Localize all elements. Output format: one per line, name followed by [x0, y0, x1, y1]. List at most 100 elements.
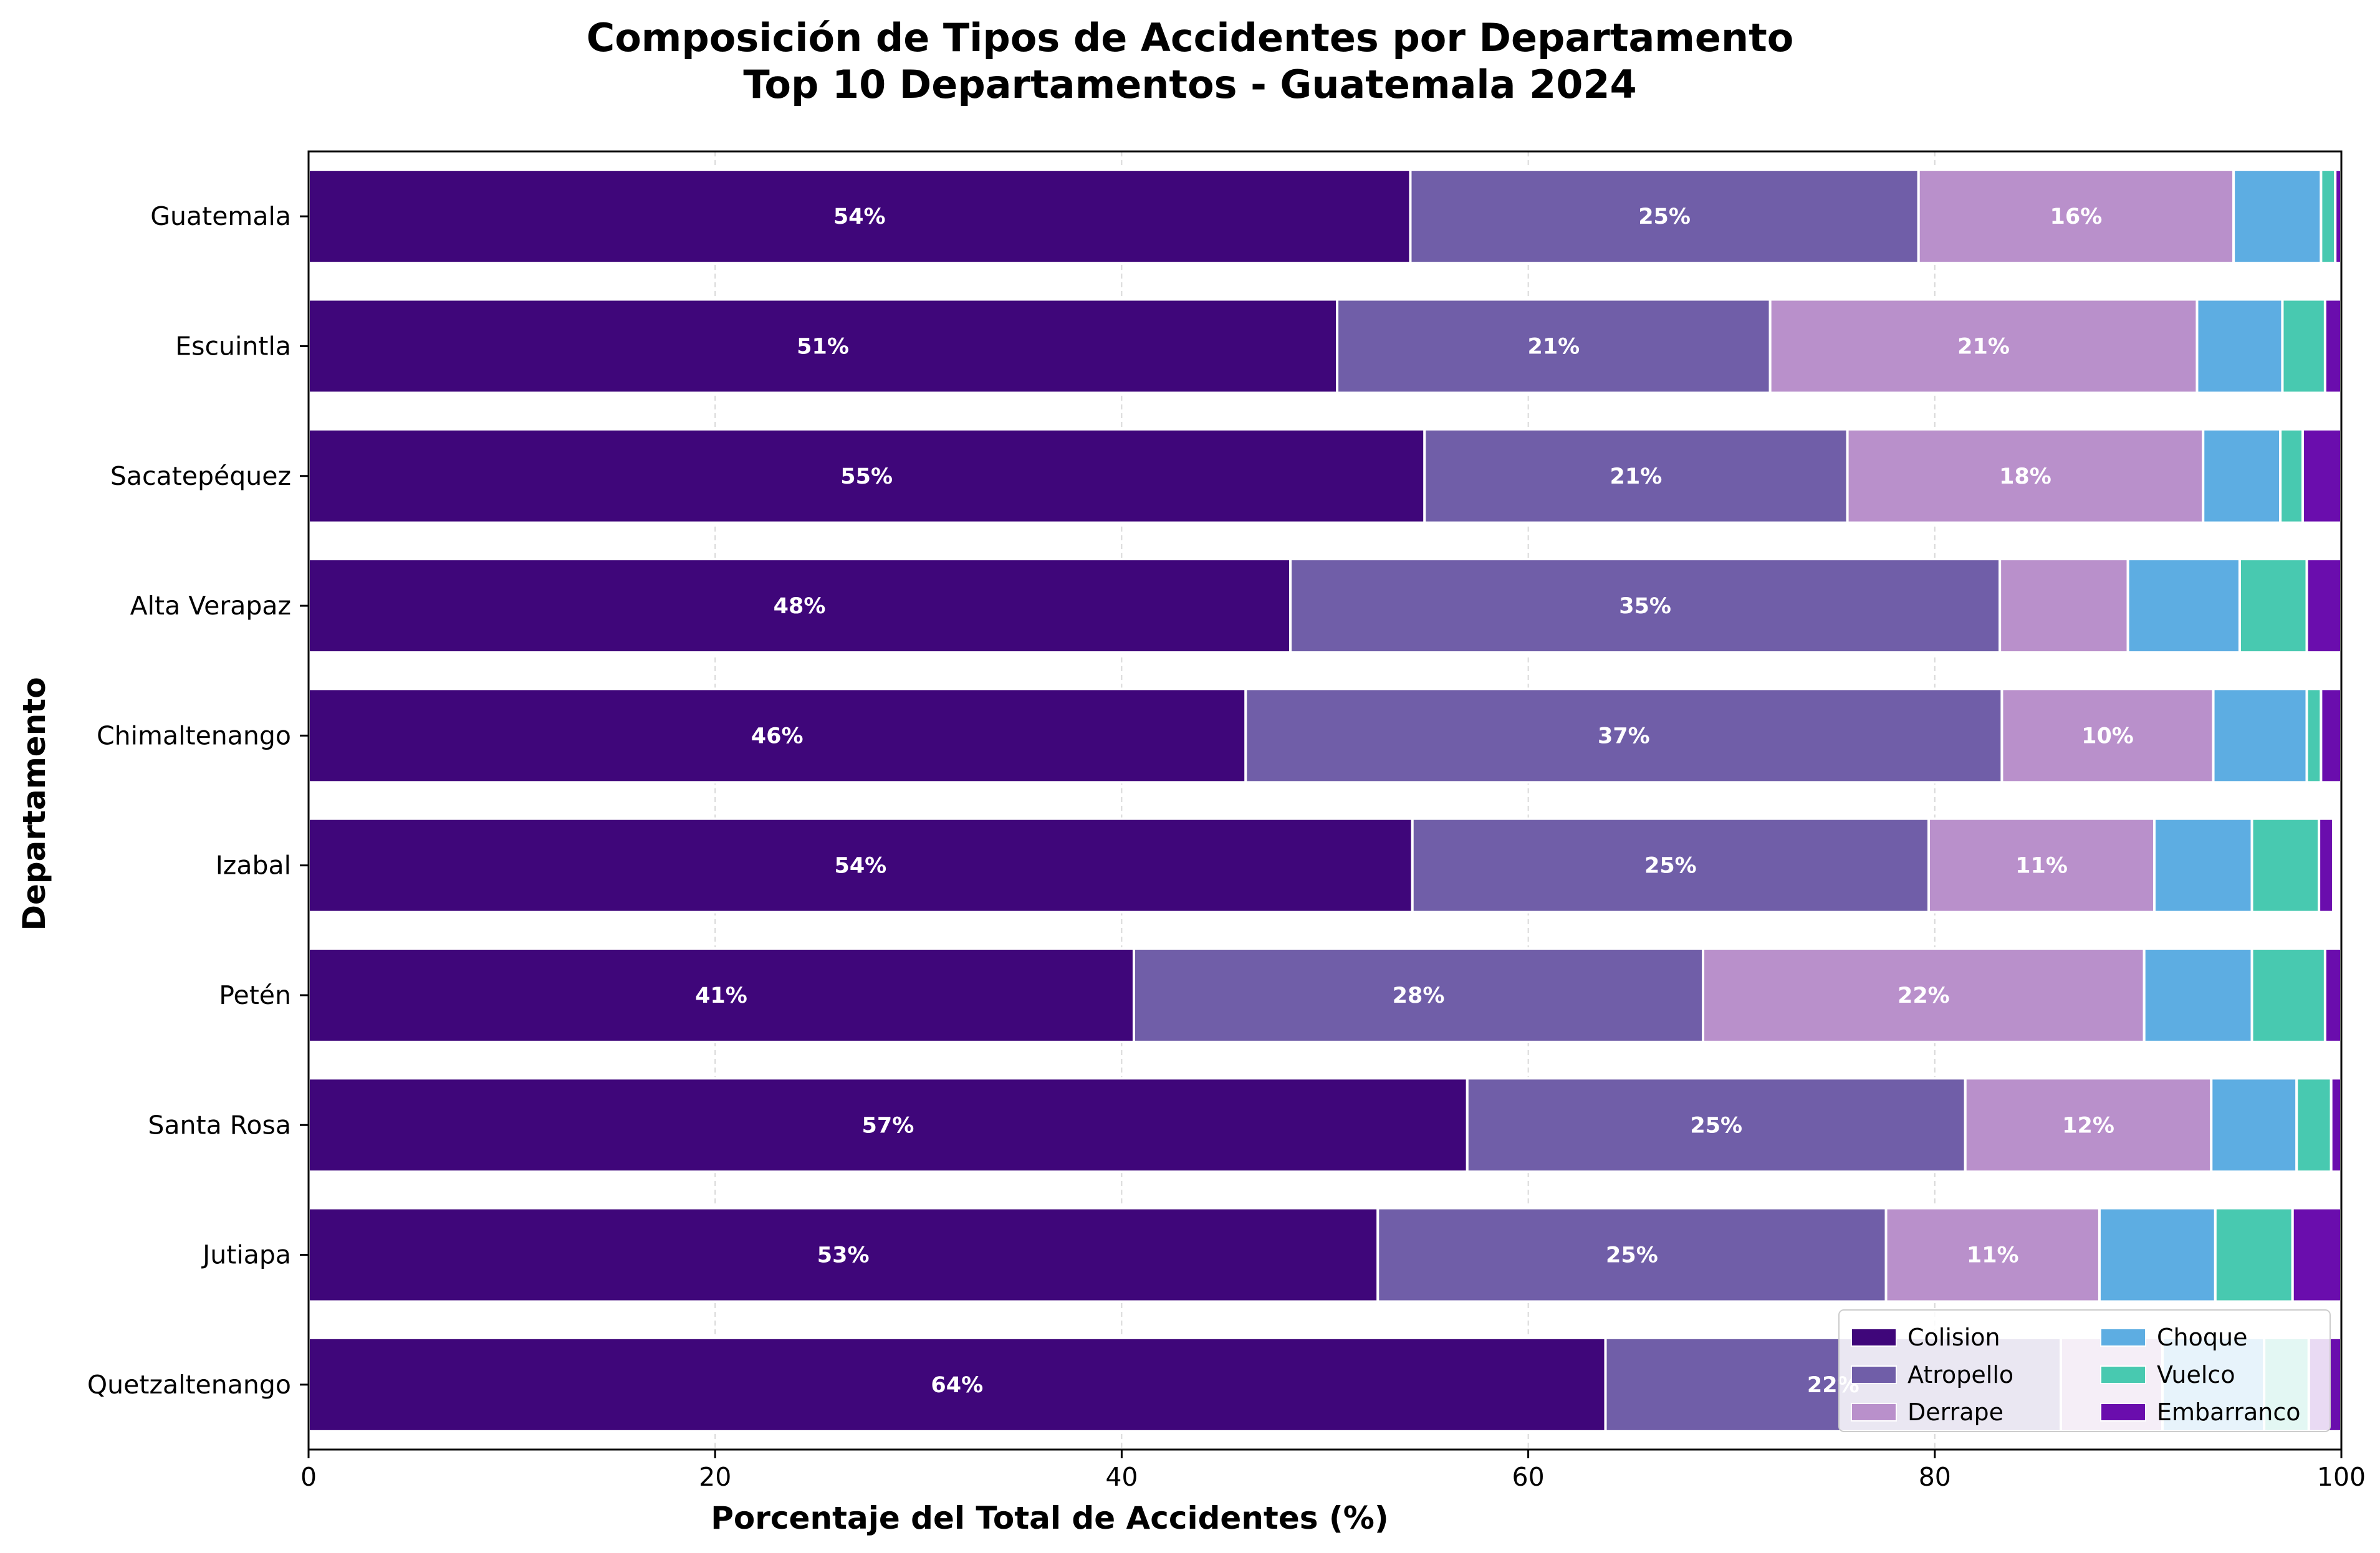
- x-axis-label: Porcentaje del Total de Accidentes (%): [711, 1500, 1388, 1536]
- bar-segment: [2000, 687, 2215, 784]
- legend-entry-label: Derrape: [1907, 1398, 2003, 1426]
- bar-value-label: 10%: [2081, 724, 2134, 748]
- bar-value-label: 25%: [1606, 1243, 1658, 1268]
- bar-segment: [2320, 687, 2343, 784]
- bar-value-label: 16%: [2050, 204, 2103, 229]
- bar-segment: [1466, 1077, 1967, 1173]
- bar-segment: [1244, 687, 2003, 784]
- legend-swatch: [2100, 1365, 2146, 1384]
- x-tick-label: 40: [1105, 1462, 1138, 1492]
- bar-segment: [1768, 298, 2199, 394]
- bar-segment: [307, 1336, 1607, 1433]
- y-tick-label: Sacatepéquez: [110, 461, 291, 491]
- plot-area: 54% 25% 16% Guatemala 51% 21% 21% Escuintla 55% 2…: [87, 150, 2366, 1492]
- bar-segment: [2291, 1207, 2343, 1303]
- bar-value-label: 53%: [817, 1243, 870, 1268]
- bar-segment: [2126, 558, 2241, 654]
- y-axis-label: Departamento: [16, 677, 52, 930]
- bar-segment: [1423, 428, 1849, 524]
- bar-segment: [307, 687, 1247, 784]
- bar-segment: [1999, 558, 2129, 654]
- bar-segment: [2098, 1207, 2217, 1303]
- legend-swatch: [1851, 1328, 1897, 1347]
- y-tick-label: Petén: [219, 980, 291, 1010]
- bar-segment: [2202, 428, 2282, 524]
- bar-segment: [1917, 168, 2235, 265]
- bar-segment: [2279, 428, 2305, 524]
- bar-segment: [2238, 558, 2308, 654]
- bar-value-label: 51%: [797, 334, 849, 359]
- bar-segment: [2250, 817, 2321, 914]
- bar-segment: [2305, 687, 2323, 784]
- bar-segment: [307, 298, 1339, 394]
- x-tick-label: 100: [2317, 1462, 2366, 1492]
- bar-value-label: 12%: [2062, 1113, 2114, 1138]
- bar-value-label: 46%: [751, 724, 804, 748]
- chart-title: Composición de Tipos de Accidentes por D…: [587, 15, 1794, 60]
- y-tick-label: Quetzaltenango: [87, 1370, 291, 1400]
- y-tick-label: Escuintla: [175, 331, 291, 361]
- legend-swatch: [1851, 1403, 1897, 1422]
- bar-value-label: 57%: [861, 1113, 914, 1138]
- bar-segment: [2320, 168, 2337, 265]
- bar-segment: [2212, 687, 2308, 784]
- bar-value-label: 28%: [1393, 983, 1445, 1008]
- bar-segment: [307, 558, 1292, 654]
- bar-value-label: 21%: [1527, 334, 1580, 359]
- legend-swatch: [2100, 1403, 2146, 1422]
- bar-value-label: 54%: [833, 204, 886, 229]
- bar-value-label: 48%: [774, 594, 826, 619]
- legend-entry-label: Vuelco: [2157, 1361, 2235, 1388]
- plot-frame: [307, 150, 2343, 1451]
- y-tick-label: Jutiapa: [201, 1240, 291, 1270]
- bar-segment: [1409, 168, 1920, 265]
- bar-segment: [1846, 428, 2205, 524]
- bar-segment: [2152, 817, 2253, 914]
- y-tick-label: Izabal: [216, 851, 291, 881]
- legend-swatch: [1851, 1365, 1897, 1384]
- bar-value-label: 54%: [834, 854, 886, 879]
- bar-segment: [2323, 947, 2343, 1043]
- y-tick-label: Guatemala: [150, 201, 291, 231]
- bar-segment: [2295, 1077, 2333, 1173]
- bar-segment: [2195, 298, 2284, 394]
- bar-value-label: 41%: [695, 983, 747, 1008]
- bar-value-label: 37%: [1598, 724, 1650, 748]
- legend-entry-label: Colision: [1907, 1324, 2000, 1351]
- bar-value-label: 25%: [1644, 854, 1697, 879]
- bar-value-label: 22%: [1898, 983, 1950, 1008]
- bar-segment: [1411, 817, 1931, 914]
- bar-value-label: 11%: [2015, 854, 2068, 879]
- bar-segment: [1336, 298, 1772, 394]
- bar-segment: [1289, 558, 2002, 654]
- y-tick-label: Alta Verapaz: [130, 591, 291, 621]
- legend-swatch: [2100, 1328, 2146, 1347]
- bar-segment: [2305, 558, 2343, 654]
- legend-box: [1838, 1309, 2331, 1432]
- y-tick-label: Santa Rosa: [148, 1110, 291, 1140]
- bar-value-label: 25%: [1638, 204, 1691, 229]
- bar-value-label: 18%: [1999, 464, 2051, 489]
- bar-segment: [2232, 168, 2323, 265]
- x-tick-label: 0: [300, 1462, 317, 1492]
- bar-segment: [307, 947, 1135, 1043]
- bar-segment: [1132, 947, 1705, 1043]
- bar-segment: [2250, 947, 2326, 1043]
- bar-value-label: 35%: [1619, 594, 1671, 619]
- bar-segment: [2323, 298, 2343, 394]
- x-tick-label: 20: [699, 1462, 731, 1492]
- bar-segment: [307, 1207, 1380, 1303]
- bar-value-label: 11%: [1967, 1243, 2019, 1268]
- bar-value-label: 64%: [931, 1373, 983, 1398]
- y-tick-label: Chimaltenango: [97, 720, 291, 750]
- bar-segment: [2318, 817, 2334, 914]
- bar-value-label: 21%: [1957, 334, 2010, 359]
- legend-entry-label: Embarranco: [2157, 1398, 2301, 1426]
- x-tick-label: 60: [1512, 1462, 1545, 1492]
- bar-segment: [2330, 1077, 2343, 1173]
- x-tick-label: 80: [1919, 1462, 1951, 1492]
- bar-value-label: 55%: [840, 464, 893, 489]
- bar-segment: [2210, 1077, 2298, 1173]
- bar-segment: [2301, 428, 2343, 524]
